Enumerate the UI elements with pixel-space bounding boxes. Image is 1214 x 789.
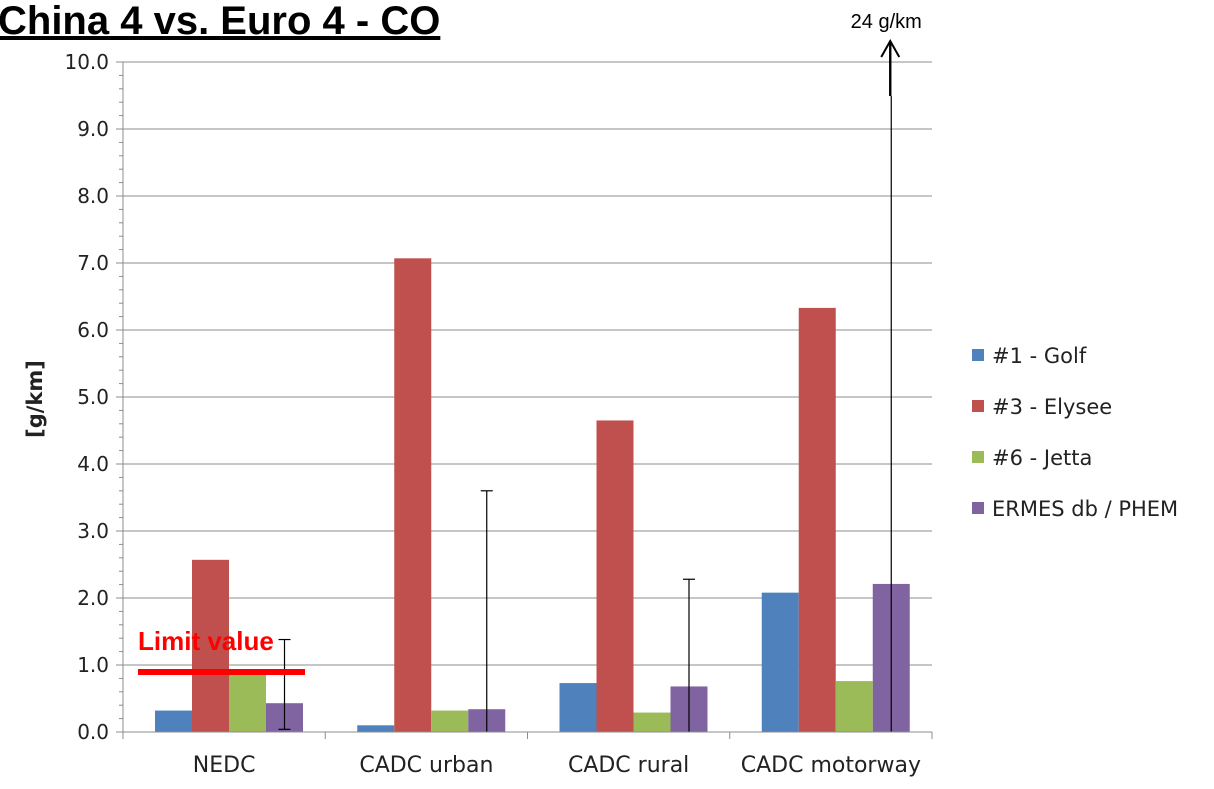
y-axis-label: [g/km]	[23, 360, 47, 438]
y-tick-label: 1.0	[77, 653, 109, 677]
x-tick-label: CADC urban	[359, 753, 493, 778]
limit-value-line	[138, 669, 305, 675]
y-tick-label: 10.0	[64, 50, 109, 74]
bar	[155, 710, 192, 732]
legend-swatch	[972, 400, 984, 412]
limit-value-marker: Limit value	[138, 626, 305, 675]
legend-entry: #1 - Golf	[992, 344, 1087, 368]
annotation-arrow: 24 g/km	[851, 11, 922, 96]
axes: 0.0 1.0 2.0 3.0 4.0 5.0 6.0 7.0 8.0 9.0 10.0 NEDC CA…	[64, 50, 933, 778]
chart-title: China 4 vs. Euro 4 - CO	[0, 0, 440, 43]
bar	[192, 559, 229, 732]
annotation-label: 24 g/km	[851, 11, 922, 33]
bar	[835, 681, 873, 732]
y-tick-label: 6.0	[77, 318, 109, 342]
y-tick-label: 2.0	[77, 586, 109, 610]
legend-swatch	[972, 349, 984, 361]
y-tick-label: 8.0	[77, 184, 109, 208]
y-tick-label: 0.0	[77, 720, 109, 744]
y-tick-label: 5.0	[77, 385, 109, 409]
bar	[357, 725, 395, 732]
legend-swatch	[972, 502, 984, 514]
y-tick-label: 9.0	[77, 117, 109, 141]
legend-entry: #3 - Elysee	[992, 395, 1112, 419]
x-tick-label: CADC rural	[568, 753, 689, 778]
legend: #1 - Golf #3 - Elysee #6 - Jetta ERMES db /…	[972, 344, 1178, 521]
bar	[761, 592, 799, 732]
legend-swatch	[972, 451, 984, 463]
bar	[229, 673, 266, 732]
limit-value-label: Limit value	[138, 626, 274, 656]
bar	[798, 307, 836, 732]
bar	[431, 710, 469, 732]
error-bars	[278, 96, 892, 732]
y-tick-label: 3.0	[77, 519, 109, 543]
bars	[155, 258, 910, 732]
gridlines	[123, 61, 932, 666]
bar	[559, 683, 597, 732]
arrow-up-icon	[880, 38, 901, 58]
bar	[394, 258, 432, 732]
y-tick-label: 4.0	[77, 452, 109, 476]
legend-entry: #6 - Jetta	[992, 446, 1092, 470]
x-tick-label: CADC motorway	[741, 753, 921, 778]
y-tick-label: 7.0	[77, 251, 109, 275]
bar	[633, 712, 671, 732]
legend-entry: ERMES db / PHEM	[992, 497, 1178, 521]
x-tick-label: NEDC	[193, 753, 256, 778]
bar	[596, 420, 634, 732]
